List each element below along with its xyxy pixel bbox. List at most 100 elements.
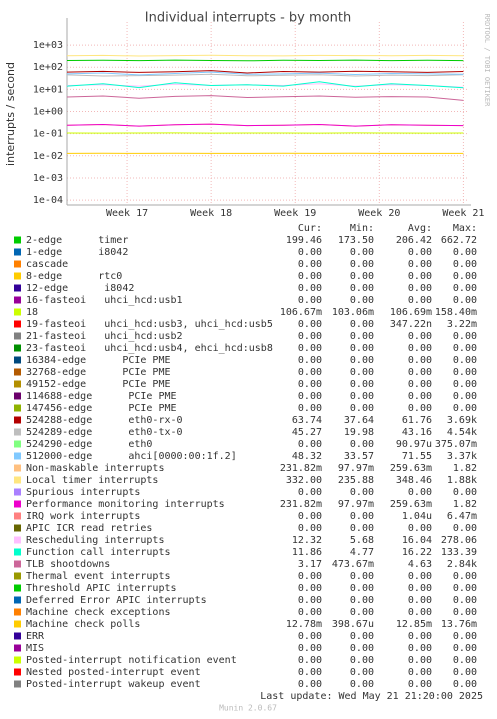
legend-stat: 158.40m: [435, 307, 477, 318]
legend-stat: 0.00: [298, 355, 322, 366]
y-tick-label: 1e-01: [33, 129, 63, 140]
legend-stat: 206.42: [396, 235, 432, 246]
legend-stat: 5.68: [350, 535, 374, 546]
legend-stat: 13.76m: [441, 619, 477, 630]
legend-label: Rescheduling interrupts: [26, 535, 164, 546]
legend-stat: 0.00: [408, 391, 432, 402]
legend-stat: 0.00: [453, 343, 477, 354]
legend-swatch: [14, 392, 21, 400]
legend-stat: 0.00: [408, 655, 432, 666]
plot-area: [67, 22, 467, 205]
legend-stat: 90.97u: [396, 439, 432, 450]
legend-label: Non-maskable interrupts: [26, 463, 164, 474]
legend-stat: 2.84k: [447, 559, 477, 570]
legend-swatch: [14, 272, 21, 280]
legend-stat: 0.00: [350, 295, 374, 306]
legend-stat: 0.00: [298, 595, 322, 606]
series-line: [66, 123, 464, 127]
legend-stat: 0.00: [350, 355, 374, 366]
legend-label: APIC ICR read retries: [26, 523, 152, 534]
legend-stat: 0.00: [408, 259, 432, 270]
y-tick-label: 1e+01: [33, 84, 63, 95]
legend-stat: 0.00: [408, 679, 432, 690]
legend-stat: 0.00: [298, 643, 322, 654]
legend-swatch: [14, 368, 21, 376]
legend-stat: 0.00: [298, 403, 322, 414]
legend-stat: 0.00: [408, 523, 432, 534]
legend-header: Avg:: [408, 223, 432, 234]
legend-stat: 0.00: [453, 487, 477, 498]
legend-stat: 0.00: [453, 295, 477, 306]
legend-label: cascade: [26, 259, 68, 270]
legend-stat: 0.00: [408, 295, 432, 306]
legend-stat: 0.00: [298, 583, 322, 594]
legend-stat: 0.00: [408, 271, 432, 282]
legend-stat: 259.63m: [390, 499, 432, 510]
legend-stat: 0.00: [453, 271, 477, 282]
legend-swatch: [14, 680, 21, 688]
legend-stat: 0.00: [408, 367, 432, 378]
legend-stat: 12.78m: [286, 619, 322, 630]
legend-swatch: [14, 500, 21, 508]
legend-stat: 97.97m: [338, 499, 374, 510]
legend-stat: 11.86: [292, 547, 322, 558]
legend-header: Cur:: [298, 223, 322, 234]
legend-header: Max:: [453, 223, 477, 234]
legend-stat: 0.00: [408, 643, 432, 654]
legend-label: 16384-edge PCIe PME: [26, 355, 171, 366]
x-tick-label: Week 21: [442, 208, 484, 219]
legend-stat: 0.00: [408, 487, 432, 498]
legend-stat: 97.97m: [338, 463, 374, 474]
legend-stat: 0.00: [453, 607, 477, 618]
legend-stat: 0.00: [298, 679, 322, 690]
legend-stat: 133.39: [441, 547, 477, 558]
legend-label: 524288-edge eth0-rx-0: [26, 415, 183, 426]
legend-label: Local timer interrupts: [26, 475, 158, 486]
legend-swatch: [14, 440, 21, 448]
legend-swatch: [14, 560, 21, 568]
legend-stat: 0.00: [453, 523, 477, 534]
legend-stat: 61.76: [402, 415, 432, 426]
legend-stat: 0.00: [453, 631, 477, 642]
chart-title: Individual interrupts - by month: [145, 11, 351, 26]
legend-stat: 173.50: [338, 235, 374, 246]
legend-swatch: [14, 464, 21, 472]
legend-stat: 0.00: [298, 319, 322, 330]
legend-stat: 0.00: [298, 607, 322, 618]
legend-label: 18: [26, 307, 38, 318]
legend-stat: 231.82m: [280, 499, 322, 510]
legend-label: 16-fasteoi uhci_hcd:usb1: [26, 295, 183, 306]
legend-swatch: [14, 608, 21, 616]
legend-stat: 0.00: [298, 667, 322, 678]
legend-stat: 0.00: [298, 247, 322, 258]
legend-swatch: [14, 476, 21, 484]
legend-stat: 473.67m: [332, 559, 374, 570]
legend-stat: 0.00: [350, 403, 374, 414]
legend-stat: 0.00: [453, 655, 477, 666]
legend-swatch: [14, 416, 21, 424]
legend-label: 2-edge timer: [26, 235, 128, 246]
x-tick-label: Week 19: [274, 208, 316, 219]
legend-stat: 259.63m: [390, 463, 432, 474]
legend-stat: 0.00: [298, 295, 322, 306]
legend-stat: 0.00: [408, 355, 432, 366]
y-tick-label: 1e-02: [33, 151, 63, 162]
legend-stat: 103.06m: [332, 307, 374, 318]
legend-stat: 3.17: [298, 559, 322, 570]
legend-stat: 3.22m: [447, 319, 477, 330]
legend-stat: 0.00: [453, 403, 477, 414]
series-line: [66, 81, 464, 89]
legend-label: ERR: [26, 631, 45, 642]
legend-stat: 662.72: [441, 235, 477, 246]
legend-swatch: [14, 380, 21, 388]
legend-stat: 3.69k: [447, 415, 477, 426]
series-line: [66, 73, 464, 77]
legend-stat: 1.82: [453, 499, 477, 510]
legend-stat: 199.46: [286, 235, 322, 246]
legend-stat: 0.00: [298, 511, 322, 522]
legend-label: 1-edge i8042: [26, 247, 128, 258]
legend-swatch: [14, 308, 21, 316]
legend-swatch: [14, 584, 21, 592]
legend-stat: 33.57: [344, 451, 374, 462]
legend-swatch: [14, 512, 21, 520]
